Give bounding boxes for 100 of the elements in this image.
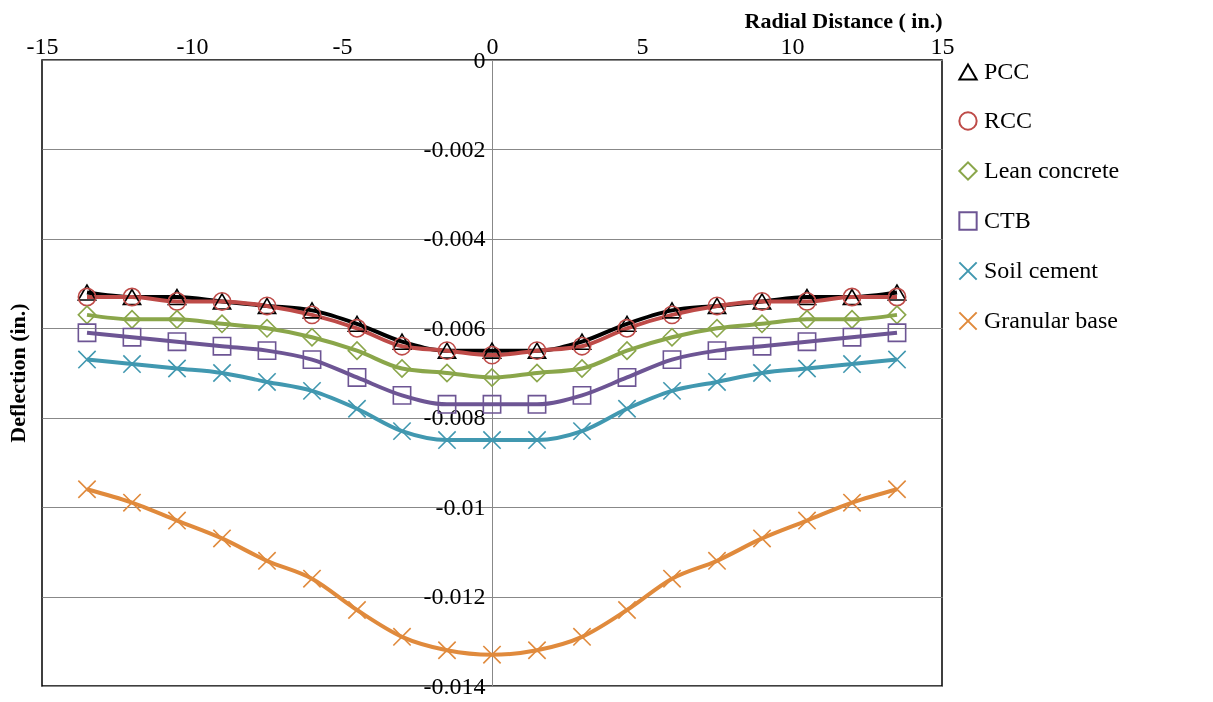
y-axis-title: Deflection (in.) xyxy=(5,303,30,443)
point xyxy=(617,399,637,419)
point xyxy=(482,645,502,665)
x-tick-label: -5 xyxy=(332,32,353,59)
point xyxy=(347,318,367,338)
y-tick-label: -0.008 xyxy=(423,404,486,431)
point xyxy=(572,627,592,647)
point xyxy=(707,372,727,392)
x-tick-label: -15 xyxy=(26,32,59,59)
point xyxy=(392,385,412,405)
point xyxy=(347,315,367,333)
point xyxy=(392,421,412,441)
point xyxy=(392,333,412,350)
point xyxy=(707,318,727,338)
point xyxy=(887,350,907,370)
point xyxy=(257,318,277,338)
point xyxy=(887,479,907,499)
point xyxy=(122,327,142,347)
point xyxy=(392,336,412,356)
point xyxy=(887,305,907,325)
point xyxy=(302,302,322,319)
point xyxy=(662,327,682,347)
point xyxy=(707,551,727,571)
point xyxy=(797,309,817,329)
point xyxy=(212,528,232,548)
point xyxy=(887,284,907,301)
point xyxy=(797,288,817,306)
y-tick-label: -0.012 xyxy=(423,583,486,610)
point xyxy=(707,341,727,361)
y-tick-label: -0.004 xyxy=(423,225,486,252)
point xyxy=(392,359,412,378)
point xyxy=(797,332,817,352)
point xyxy=(77,323,97,343)
point xyxy=(122,493,142,513)
point xyxy=(662,350,682,370)
point xyxy=(302,569,322,589)
point xyxy=(77,305,97,325)
point xyxy=(302,305,322,325)
point xyxy=(527,363,547,383)
point xyxy=(572,336,592,356)
point xyxy=(617,341,637,361)
point xyxy=(662,305,682,325)
y-tick-label: -0.002 xyxy=(423,135,486,162)
y-tick-label: -0.01 xyxy=(435,493,486,520)
point xyxy=(887,323,907,343)
point xyxy=(347,368,367,387)
point xyxy=(77,287,97,307)
point xyxy=(302,381,322,401)
point xyxy=(527,430,547,450)
point xyxy=(77,350,97,370)
point xyxy=(572,333,592,350)
point xyxy=(167,292,187,311)
point xyxy=(752,314,772,334)
y-tick-label: -0.006 xyxy=(423,314,486,341)
point xyxy=(347,399,367,419)
point xyxy=(842,354,862,374)
point xyxy=(77,479,97,499)
point xyxy=(617,318,637,338)
point xyxy=(302,327,322,347)
point xyxy=(752,363,772,383)
point xyxy=(347,341,367,361)
x-tick-label: -10 xyxy=(176,32,209,59)
point xyxy=(752,336,772,356)
point xyxy=(842,309,862,329)
point xyxy=(527,640,547,660)
point xyxy=(167,511,187,531)
point xyxy=(662,381,682,401)
point xyxy=(257,372,277,392)
point xyxy=(482,342,502,359)
point xyxy=(572,359,592,378)
point xyxy=(122,354,142,374)
point xyxy=(842,327,862,347)
point xyxy=(797,292,817,311)
point xyxy=(797,359,817,378)
point xyxy=(167,359,187,378)
point xyxy=(167,288,187,306)
point xyxy=(482,430,502,450)
point xyxy=(167,309,187,329)
x-tick-label: 10 xyxy=(780,32,805,59)
point xyxy=(797,511,817,531)
x-tick-label: 15 xyxy=(930,32,955,59)
point xyxy=(437,640,457,660)
legend-label: Lean concrete xyxy=(984,157,1120,183)
point xyxy=(437,430,457,450)
legend-label: CTB xyxy=(984,207,1031,233)
point xyxy=(842,493,862,513)
point xyxy=(617,368,637,387)
point xyxy=(482,368,502,387)
point xyxy=(662,569,682,589)
point xyxy=(527,394,547,414)
legend-label: PCC xyxy=(984,58,1030,84)
point xyxy=(662,302,682,319)
legend-label: Soil cement xyxy=(984,257,1099,283)
point xyxy=(122,309,142,329)
point xyxy=(212,363,232,383)
point xyxy=(617,315,637,333)
legend-label: Granular base xyxy=(984,307,1118,333)
point xyxy=(212,336,232,356)
point xyxy=(302,350,322,370)
point xyxy=(752,528,772,548)
